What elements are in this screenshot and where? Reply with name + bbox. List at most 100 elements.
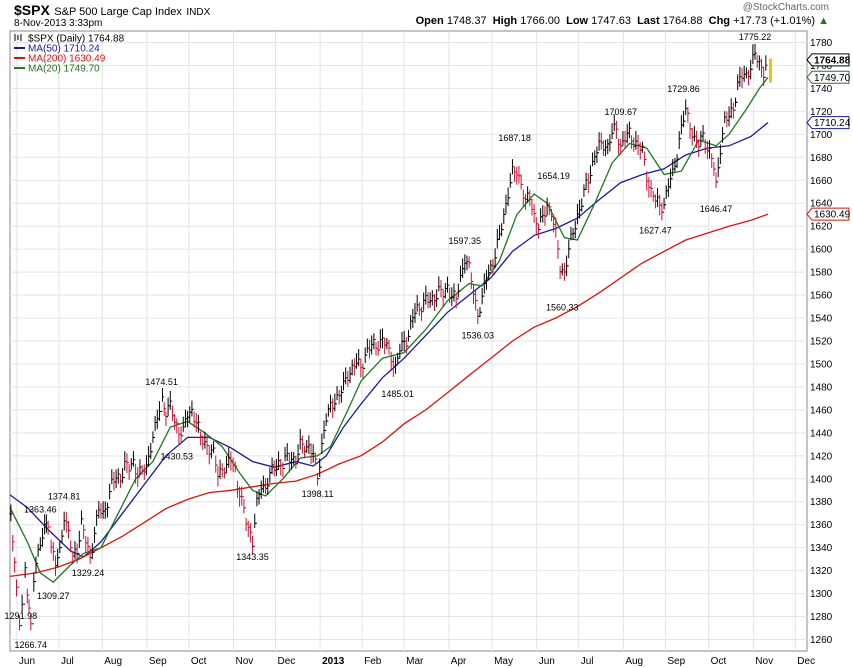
low-value: 1747.63 — [591, 15, 631, 27]
legend-item: MA(20) 1749.70 — [14, 64, 100, 75]
x-tick-label: 2013 — [322, 656, 345, 667]
series-line — [9, 213, 769, 578]
y-tick-label: 1620 — [810, 222, 833, 233]
x-axis: Jun Jul Aug Sep Oct Nov Dec 2013 Feb Mar Apr May Jun… — [19, 656, 815, 667]
x-tick-label: May — [494, 656, 513, 667]
series-line — [9, 76, 769, 583]
chart-header: $SPX S&P 500 Large Cap Index INDX — [14, 2, 210, 20]
x-tick-label: Sep — [149, 656, 167, 667]
annotation-label: 1654.19 — [537, 171, 570, 181]
svg-text:1630.49: 1630.49 — [814, 210, 851, 221]
price-bar — [764, 55, 768, 78]
y-tick-label: 1580 — [810, 268, 833, 279]
x-tick-label: Jun — [539, 656, 555, 667]
y-tick-label: 1680 — [810, 153, 833, 164]
x-tick-label: Sep — [667, 656, 685, 667]
chg-value: +17.73 (+1.01%) — [733, 15, 816, 27]
y-tick-label: 1700 — [810, 130, 833, 141]
svg-text:MA(20) 1749.70: MA(20) 1749.70 — [28, 64, 100, 75]
y-tick-label: 1340 — [810, 543, 833, 554]
y-tick-label: 1360 — [810, 520, 833, 531]
brand-label: @StockCharts.com — [742, 2, 829, 13]
svg-text:MA(200) 1630.49: MA(200) 1630.49 — [28, 54, 106, 65]
annotation-label: 1646.47 — [700, 204, 733, 214]
x-tick-label: Apr — [451, 656, 467, 667]
x-tick-label: Jun — [19, 656, 35, 667]
y-tick-label: 1480 — [810, 382, 833, 393]
y-tick-label: 1260 — [810, 635, 833, 646]
annotation-label: 1266.74 — [15, 640, 48, 650]
open-value: 1748.37 — [446, 15, 487, 27]
svg-text:1710.24: 1710.24 — [814, 118, 851, 129]
annotation-label: 1560.33 — [546, 303, 579, 313]
price-tag: 1749.70 — [806, 70, 851, 84]
grid — [10, 31, 807, 651]
annotation-label: 1363.46 — [24, 505, 57, 515]
annotation-label: 1430.53 — [160, 452, 193, 462]
annotation-label: 1536.03 — [462, 331, 495, 341]
svg-text:$SPX (Daily) 1764.88: $SPX (Daily) 1764.88 — [28, 34, 125, 45]
y-tick-label: 1420 — [810, 451, 833, 462]
y-tick-label: 1320 — [810, 566, 833, 577]
today-bar — [769, 58, 773, 83]
price-bar — [20, 594, 24, 627]
annotation-label: 1687.18 — [498, 133, 531, 143]
price-tag: 1764.88 — [806, 53, 851, 67]
y-tick-label: 1460 — [810, 405, 833, 416]
annotation-label: 1627.47 — [639, 226, 672, 236]
last-value: 1764.88 — [662, 15, 703, 27]
datetime-label: 8-Nov-2013 3:33pm — [14, 18, 103, 29]
x-tick-label: Oct — [711, 656, 727, 667]
y-tick-label: 1400 — [810, 474, 833, 485]
y-tick-label: 1780 — [810, 38, 833, 49]
annotation-label: 1775.22 — [739, 32, 772, 42]
y-tick-label: 1660 — [810, 176, 833, 187]
annotation-label: 1309.27 — [37, 591, 70, 601]
price-tag: 1630.49 — [806, 207, 851, 221]
y-tick-label: 1500 — [810, 359, 833, 370]
price-tag: 1710.24 — [806, 116, 851, 129]
x-tick-label: Nov — [755, 656, 773, 667]
svg-text:1764.88: 1764.88 — [814, 55, 851, 66]
y-tick-label: 1640 — [810, 199, 833, 210]
y-tick-label: 1760 — [810, 61, 833, 72]
series-line — [9, 122, 769, 558]
annotation-label: 1597.35 — [449, 236, 482, 246]
legend-item: MA(200) 1630.49 — [14, 54, 106, 65]
symbol-label: $SPX — [14, 2, 50, 18]
x-tick-label: Jul — [581, 656, 594, 667]
y-tick-label: 1600 — [810, 245, 833, 256]
x-tick-label: Feb — [364, 656, 382, 667]
annotation-label: 1329.24 — [72, 568, 105, 578]
y-tick-label: 1440 — [810, 428, 833, 439]
series-lines — [9, 76, 769, 583]
up-arrow-icon: ▲ — [818, 15, 829, 27]
svg-text:MA(50) 1710.24: MA(50) 1710.24 — [28, 44, 100, 55]
annotation-label: 1374.81 — [48, 492, 81, 502]
legend-item: MA(50) 1710.24 — [14, 44, 100, 55]
annotation-label: 1474.51 — [145, 377, 178, 387]
price-bar — [157, 401, 161, 421]
x-tick-label: Aug — [104, 656, 122, 667]
annotations: 1291.98 1266.74 1363.46 1309.27 1374.81 1329.… — [5, 32, 772, 650]
x-tick-label: Aug — [625, 656, 643, 667]
y-tick-label: 1300 — [810, 589, 833, 600]
price-tags: 1764.88 1749.70 1710.24 1630.49 — [806, 53, 851, 221]
open-label: Open — [415, 15, 444, 27]
y-tick-label: 1280 — [810, 612, 833, 623]
annotation-label: 1398.11 — [302, 489, 334, 499]
chg-label: Chg — [708, 15, 731, 27]
high-value: 1766.00 — [520, 15, 560, 27]
x-tick-label: Nov — [236, 656, 254, 667]
x-tick-label: Mar — [406, 656, 424, 667]
y-tick-label: 1560 — [810, 291, 833, 302]
low-label: Low — [566, 15, 589, 27]
x-tick-label: Dec — [278, 656, 296, 667]
price-bar — [29, 607, 33, 631]
annotation-label: 1291.98 — [5, 611, 38, 621]
y-tick-label: 1520 — [810, 337, 833, 348]
legend-item: $SPX (Daily) 1764.88 — [14, 34, 125, 45]
annotation-label: 1485.01 — [381, 389, 414, 399]
svg-text:1749.70: 1749.70 — [814, 73, 851, 84]
